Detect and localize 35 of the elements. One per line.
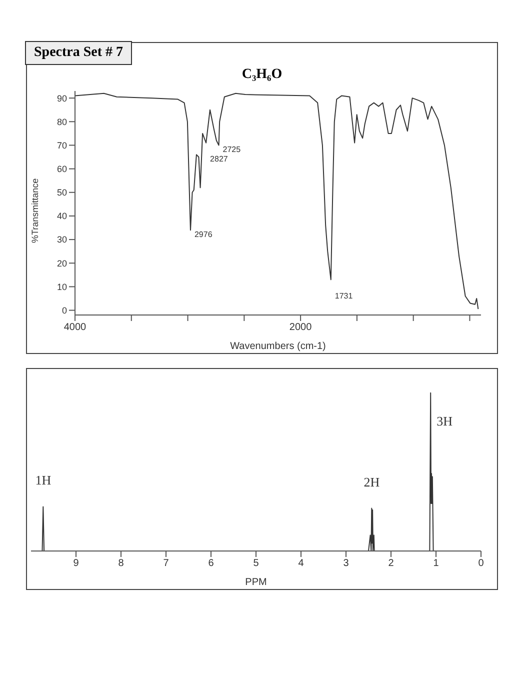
x-tick-label: 0 <box>478 558 484 570</box>
annotation: 3H <box>436 413 452 428</box>
x-tick-label: 2000 <box>289 322 312 334</box>
annotation: 2976 <box>194 230 213 239</box>
annotation: 1731 <box>334 291 354 300</box>
x-tick-label: 8 <box>118 558 124 570</box>
x-tick-label: 6 <box>208 558 214 570</box>
y-tick-label: 30 <box>56 234 67 245</box>
y-tick-label: 60 <box>56 164 67 174</box>
y-tick-label: 80 <box>56 116 67 127</box>
y-tick-label: 20 <box>56 258 67 268</box>
annotation: 2827 <box>210 154 228 164</box>
x-tick-label: 2 <box>388 558 394 570</box>
x-tick-label: 4 <box>298 558 304 570</box>
y-tick-label: 90 <box>56 93 67 104</box>
line-series <box>75 92 479 310</box>
x-tick-label: 3 <box>343 558 350 570</box>
x-tick-label: 7 <box>163 558 170 570</box>
x-axis-title: PPM <box>245 577 267 588</box>
x-tick-label: 9 <box>73 558 80 570</box>
x-tick-label: 4000 <box>64 322 87 334</box>
y-axis-title: %Transmittance <box>30 178 40 243</box>
text: Spectra Set # 7 <box>25 41 132 65</box>
annotation: 2H <box>364 474 380 490</box>
x-tick-label: 1 <box>433 558 440 570</box>
y-tick-label: 50 <box>56 188 67 198</box>
y-tick-label: 10 <box>56 282 67 292</box>
y-tick-label: 0 <box>62 305 67 316</box>
chart-title: C₃H₆O <box>240 67 284 83</box>
x-tick-label: 5 <box>253 558 260 570</box>
x-axis-title: Wavenumbers (cm-1) <box>230 341 326 352</box>
annotation: 2725 <box>222 145 242 154</box>
annotation: 1H <box>35 472 52 488</box>
y-tick-label: 70 <box>56 140 67 150</box>
y-tick-label: 40 <box>56 211 67 222</box>
